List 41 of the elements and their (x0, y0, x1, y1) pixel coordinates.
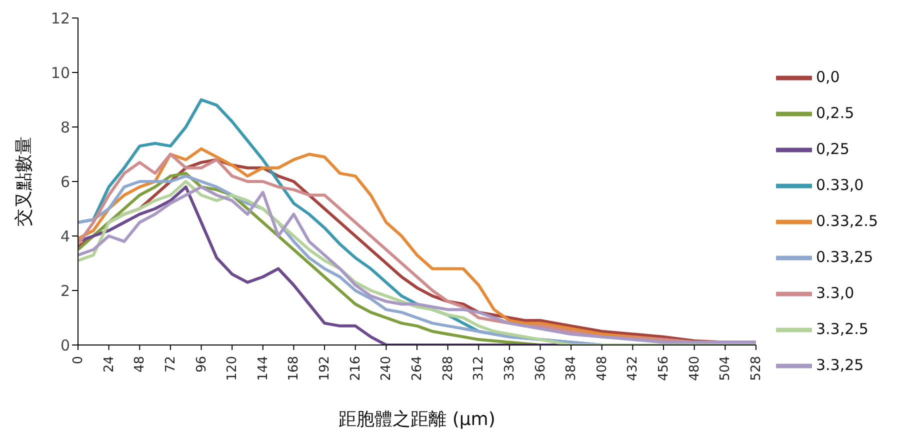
x-tick-label: 432 (626, 356, 641, 381)
legend-label: 0,2.5 (816, 104, 854, 122)
x-tick-label: 360 (533, 356, 548, 381)
y-tick-label: 6 (60, 172, 70, 191)
x-tick-label: 456 (656, 356, 672, 381)
legend-label: 0.33,0 (816, 176, 864, 194)
legend-label: 0.33,2.5 (816, 212, 878, 230)
x-tick-label: 408 (594, 356, 610, 381)
y-tick-label: 8 (60, 118, 70, 136)
x-tick-label: 0 (71, 356, 86, 364)
x-tick-label: 528 (748, 356, 764, 381)
x-tick-label: 192 (318, 356, 333, 381)
x-tick-label: 96 (194, 356, 210, 373)
x-tick-label: 240 (379, 356, 394, 381)
x-tick-label: 504 (718, 356, 734, 381)
x-tick-label: 264 (410, 356, 425, 381)
y-tick-label: 4 (60, 227, 70, 246)
legend-label: 0,25 (816, 140, 850, 158)
x-tick-label: 216 (348, 356, 364, 381)
legend-label: 0,0 (816, 68, 840, 86)
x-tick-label: 480 (687, 356, 702, 381)
x-tick-label: 168 (286, 356, 302, 381)
x-tick-label: 72 (163, 356, 178, 373)
legend-label: 3.3,25 (816, 356, 864, 374)
legend-label: 3.3,2.5 (816, 320, 868, 338)
x-axis-title: 距胞體之距離 (µm) (338, 409, 496, 430)
legend-label: 0.33,25 (816, 248, 874, 266)
x-tick-label: 288 (440, 356, 456, 381)
x-tick-label: 48 (132, 356, 148, 373)
y-tick-label: 2 (60, 282, 70, 300)
x-tick-label: 312 (472, 356, 487, 381)
y-tick-label: 0 (60, 336, 70, 354)
legend-label: 3.3,0 (816, 284, 854, 302)
y-tick-label: 12 (50, 9, 70, 28)
y-tick-label: 10 (50, 64, 70, 82)
y-axis-title: 交叉點數量 (13, 136, 34, 226)
x-tick-label: 336 (502, 356, 518, 381)
x-tick-label: 144 (256, 356, 271, 381)
x-tick-label: 384 (564, 356, 580, 381)
x-tick-label: 24 (102, 356, 117, 373)
x-tick-label: 120 (225, 356, 240, 381)
